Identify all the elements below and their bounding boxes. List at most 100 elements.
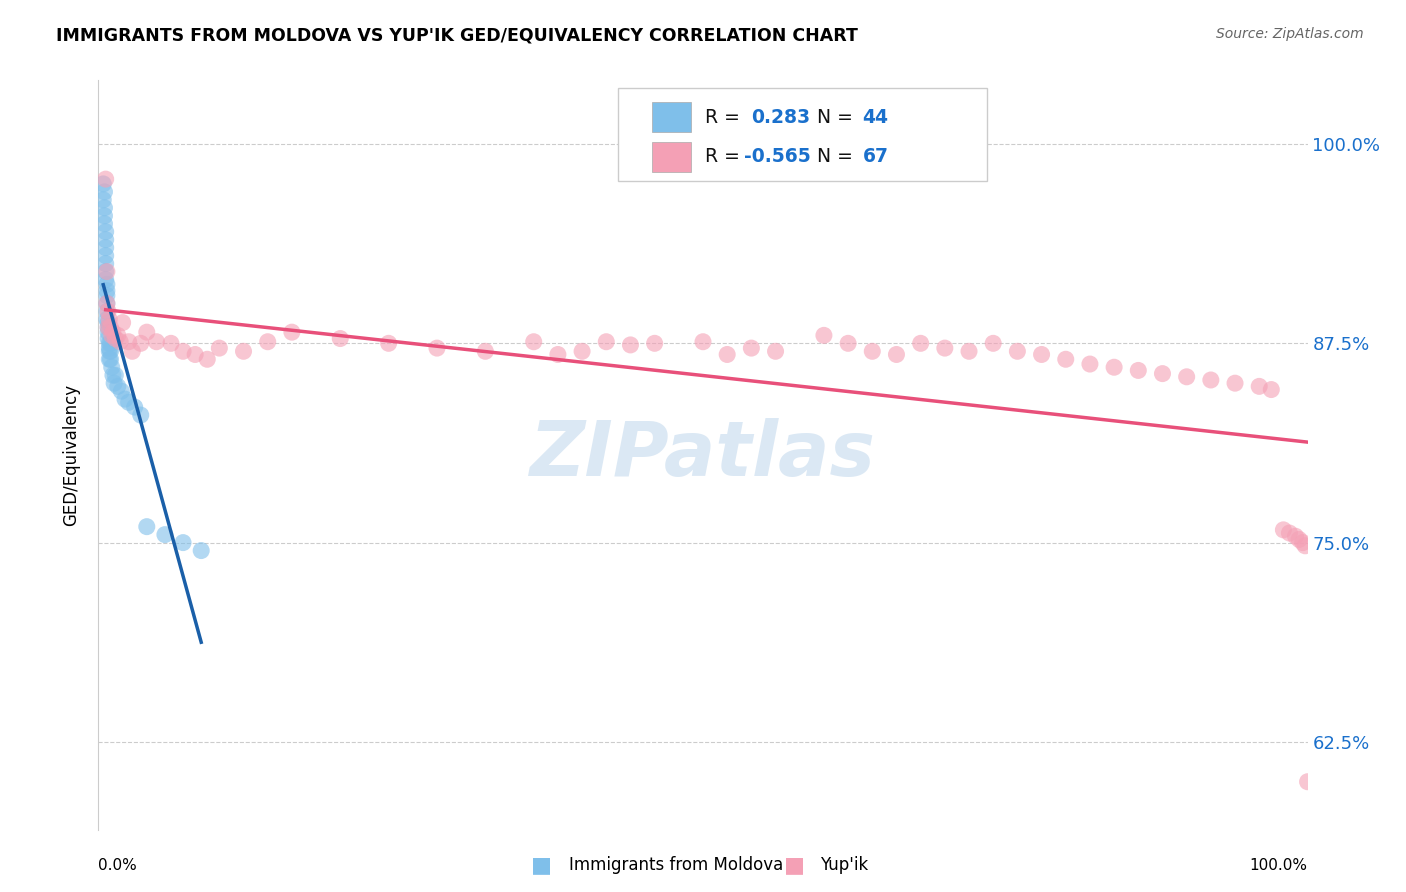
Point — [1260, 383, 1282, 397]
FancyBboxPatch shape — [619, 87, 987, 181]
Point — [1223, 376, 1246, 391]
Point — [474, 344, 496, 359]
FancyBboxPatch shape — [652, 103, 690, 132]
Point — [837, 336, 859, 351]
Point — [96, 264, 118, 278]
Text: N =: N = — [817, 147, 859, 166]
Point — [281, 325, 304, 339]
Point — [1031, 347, 1053, 361]
Point — [111, 316, 134, 330]
Point — [93, 201, 115, 215]
Point — [93, 209, 115, 223]
Point — [96, 296, 118, 310]
Text: Source: ZipAtlas.com: Source: ZipAtlas.com — [1216, 27, 1364, 41]
Point — [100, 328, 122, 343]
Point — [813, 328, 835, 343]
Point — [1296, 774, 1319, 789]
Point — [121, 344, 143, 359]
Point — [96, 304, 118, 318]
Point — [107, 328, 129, 343]
Point — [94, 264, 117, 278]
Point — [94, 257, 117, 271]
Point — [98, 336, 121, 351]
Point — [94, 272, 117, 286]
Point — [934, 341, 956, 355]
Point — [1128, 363, 1150, 377]
Point — [100, 320, 122, 334]
Text: IMMIGRANTS FROM MOLDOVA VS YUP'IK GED/EQUIVALENCY CORRELATION CHART: IMMIGRANTS FROM MOLDOVA VS YUP'IK GED/EQ… — [56, 27, 858, 45]
Point — [104, 368, 127, 383]
Point — [644, 336, 666, 351]
Text: Yup'ik: Yup'ik — [820, 856, 868, 874]
Text: ■: ■ — [531, 855, 551, 875]
Text: ZIPatlas: ZIPatlas — [530, 418, 876, 491]
Point — [595, 334, 617, 349]
Point — [98, 352, 121, 367]
Point — [101, 325, 124, 339]
Point — [97, 304, 120, 318]
Point — [886, 347, 908, 361]
Point — [94, 241, 117, 255]
Point — [184, 347, 207, 361]
Point — [172, 535, 194, 549]
Point — [153, 527, 176, 541]
Point — [523, 334, 546, 349]
Point — [98, 312, 121, 326]
Point — [910, 336, 932, 351]
Point — [860, 344, 883, 359]
Point — [97, 320, 120, 334]
Point — [93, 185, 115, 199]
Text: 100.0%: 100.0% — [1250, 858, 1308, 873]
Point — [100, 360, 122, 375]
Point — [97, 316, 120, 330]
Point — [96, 277, 118, 292]
Point — [981, 336, 1004, 351]
Point — [108, 334, 131, 349]
Point — [1278, 526, 1301, 541]
Text: -0.565: -0.565 — [744, 147, 811, 166]
Text: Immigrants from Moldova: Immigrants from Moldova — [569, 856, 783, 874]
Point — [208, 341, 231, 355]
Point — [96, 284, 118, 298]
Text: 0.283: 0.283 — [751, 108, 810, 127]
Point — [100, 336, 122, 351]
Point — [98, 341, 121, 355]
Point — [256, 334, 278, 349]
Point — [1102, 360, 1125, 375]
Point — [118, 334, 141, 349]
Point — [129, 408, 152, 422]
Text: ■: ■ — [785, 855, 804, 875]
Point — [571, 344, 593, 359]
Point — [91, 177, 114, 191]
Point — [1288, 533, 1310, 547]
Point — [96, 296, 118, 310]
Text: 0.0%: 0.0% — [98, 858, 138, 873]
Point — [129, 336, 152, 351]
Point — [1294, 539, 1316, 553]
Point — [97, 332, 120, 346]
Point — [114, 392, 136, 406]
Point — [1249, 379, 1271, 393]
Point — [107, 379, 129, 393]
Point — [190, 543, 212, 558]
Point — [1292, 535, 1315, 549]
Point — [135, 325, 157, 339]
Y-axis label: GED/Equivalency: GED/Equivalency — [62, 384, 80, 526]
Point — [96, 288, 118, 302]
Point — [1054, 352, 1077, 367]
Point — [118, 395, 141, 409]
Text: 67: 67 — [863, 147, 889, 166]
Point — [716, 347, 738, 361]
Text: R =: R = — [706, 147, 747, 166]
Point — [765, 344, 787, 359]
FancyBboxPatch shape — [652, 142, 690, 171]
Text: 44: 44 — [863, 108, 889, 127]
Point — [98, 344, 121, 359]
Point — [426, 341, 449, 355]
Point — [957, 344, 980, 359]
Point — [195, 352, 218, 367]
Text: N =: N = — [817, 108, 859, 127]
Point — [94, 172, 117, 186]
Point — [94, 233, 117, 247]
Point — [1284, 529, 1306, 543]
